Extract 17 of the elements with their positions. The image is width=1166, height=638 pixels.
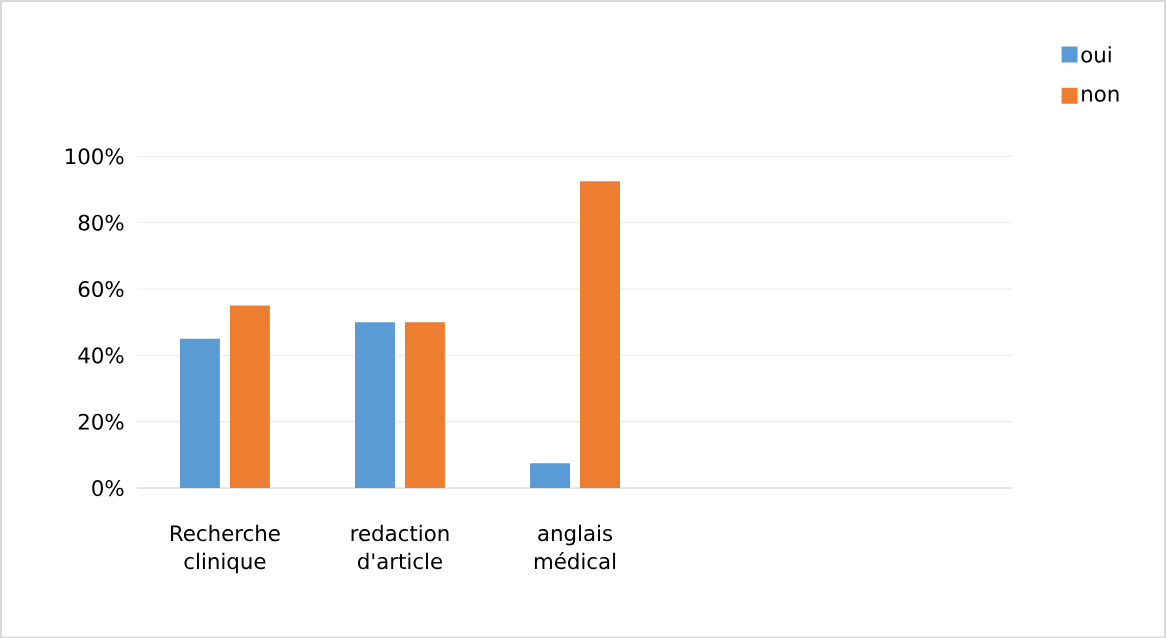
bar (580, 181, 620, 488)
bar (530, 462, 571, 488)
legend-label: non (1082, 89, 1119, 102)
x-tick-label: redaction d'article (351, 524, 449, 570)
y-tick-label: 60% (78, 280, 124, 297)
x-tick-label: anglais médical (534, 524, 616, 570)
bar (354, 322, 395, 488)
bar (229, 305, 270, 488)
y-tick-label: 20% (78, 413, 124, 430)
y-tick-label: 0% (92, 479, 124, 496)
legend-label: oui (1081, 45, 1111, 63)
y-tick-label: 40% (78, 347, 124, 364)
x-tick-label: Recherche clinique (171, 524, 280, 574)
bar (404, 322, 445, 488)
y-tick-label: 80% (78, 214, 124, 231)
bar (179, 338, 220, 488)
y-tick-label: 100% (66, 148, 124, 165)
